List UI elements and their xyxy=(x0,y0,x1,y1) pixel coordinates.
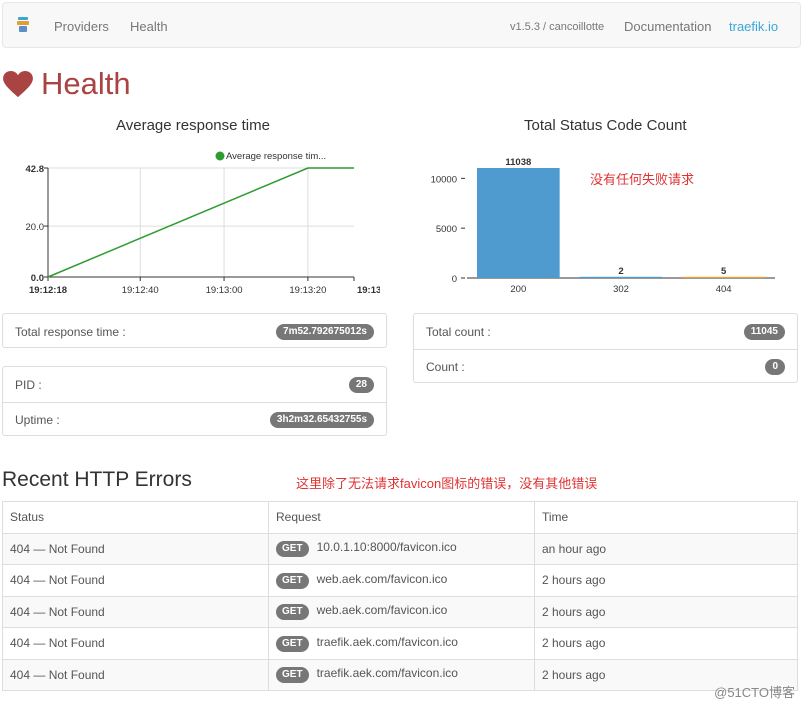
top-navbar: Providers Health v1.5.3 / cancoillotte D… xyxy=(2,2,801,48)
response-time-series-line xyxy=(47,167,354,278)
table-row: 404 — Not Found GET traefik.aek.com/favic… xyxy=(2,658,798,691)
x-tick-label: 19:12:40 xyxy=(122,285,159,296)
errors-table: Status Request Time 404 — Not Found GET 1… xyxy=(2,501,798,691)
heart-icon xyxy=(3,70,33,97)
stat-badge: 3h2m32.65432755s xyxy=(269,412,374,428)
status-chart-title: Total Status Code Count xyxy=(524,117,687,134)
time-cell: 2 hours ago xyxy=(534,627,798,660)
status-cell: 404 — Not Found xyxy=(2,595,269,628)
request-url: web.aek.com/favicon.ico xyxy=(316,603,448,618)
stat-row: Total count : 11045 xyxy=(414,314,797,349)
stat-row: PID : 28 xyxy=(3,367,386,402)
page-title-text: Health xyxy=(41,66,131,101)
time-cell: 2 hours ago xyxy=(534,658,798,691)
column-header-time[interactable]: Time xyxy=(534,501,798,534)
nav-traefik-io-link[interactable]: traefik.io xyxy=(729,19,779,34)
chart-annotation: 没有任何失败请求 xyxy=(590,172,694,187)
errors-section-title: Recent HTTP Errors xyxy=(2,468,192,491)
y-tick-label: 0 xyxy=(452,274,457,285)
request-cell: GET 10.0.1.10:8000/favicon.ico xyxy=(268,532,535,565)
status-cell: 404 — Not Found xyxy=(2,627,269,660)
stat-label: Total count : xyxy=(426,324,491,339)
request-url: traefik.aek.com/favicon.ico xyxy=(316,634,458,649)
method-badge: GET xyxy=(276,604,309,621)
stat-label: PID : xyxy=(15,377,42,392)
table-row: 404 — Not Found GET web.aek.com/favicon.i… xyxy=(2,595,798,628)
legend-label: Average response tim... xyxy=(226,151,326,162)
method-badge: GET xyxy=(276,572,309,589)
bar-value-label: 5 xyxy=(721,266,727,277)
process-panel: PID : 28 Uptime : 3h2m32.65432755s xyxy=(2,366,387,436)
request-cell: GET web.aek.com/favicon.ico xyxy=(268,564,535,597)
column-header-status[interactable]: Status xyxy=(2,501,269,534)
column-header-request[interactable]: Request xyxy=(268,501,535,534)
legend-marker-icon xyxy=(215,151,225,161)
response-time-chart: 0.0 20.0 42.8 19:12:18 19:12:40 19:13:00 19:13… xyxy=(26,151,381,296)
response-time-panel: Total response time : 7m52.792675012s xyxy=(2,313,387,348)
request-cell: GET web.aek.com/favicon.ico xyxy=(268,595,535,628)
method-badge: GET xyxy=(276,667,309,684)
y-tick-label: 20.0 xyxy=(26,222,45,233)
stat-row: Uptime : 3h2m32.65432755s xyxy=(3,402,386,437)
table-row: 404 — Not Found GET traefik.aek.com/favic… xyxy=(2,627,798,660)
y-tick-label: 42.8 xyxy=(26,164,45,175)
traefik-logo-icon[interactable] xyxy=(16,16,30,34)
time-cell: an hour ago xyxy=(534,532,798,565)
bar-200 xyxy=(477,168,560,278)
x-tick-label: 19:12:18 xyxy=(29,285,67,296)
errors-annotation: 这里除了无法请求favicon图标的错误，没有其他错误 xyxy=(296,476,598,491)
stat-badge: 28 xyxy=(348,376,374,393)
stat-badge: 7m52.792675012s xyxy=(276,323,374,340)
status-cell: 404 — Not Found xyxy=(2,564,269,597)
time-cell: 2 hours ago xyxy=(534,595,798,628)
stat-badge: 11045 xyxy=(743,323,785,340)
request-url: 10.0.1.10:8000/favicon.ico xyxy=(316,540,457,555)
response-chart-title: Average response time xyxy=(116,117,270,134)
page-title: Health xyxy=(3,64,131,104)
request-cell: GET traefik.aek.com/favicon.ico xyxy=(268,627,535,660)
status-cell: 404 — Not Found xyxy=(2,658,269,691)
bar-404 xyxy=(682,276,765,278)
method-badge: GET xyxy=(276,541,309,558)
x-tick-label: 19:13:31 xyxy=(357,285,380,296)
stat-row: Total response time : 7m52.792675012s xyxy=(3,314,386,349)
table-header-row: Status Request Time xyxy=(2,501,798,534)
bar-302 xyxy=(579,276,663,278)
time-cell: 2 hours ago xyxy=(534,564,798,597)
stat-label: Count : xyxy=(426,360,465,374)
count-panel: Total count : 11045 Count : 0 xyxy=(413,313,798,383)
stat-label: Uptime : xyxy=(15,413,60,427)
request-cell: GET traefik.aek.com/favicon.ico xyxy=(268,658,535,691)
status-cell: 404 — Not Found xyxy=(2,532,269,565)
x-tick-label: 19:13:00 xyxy=(206,285,243,296)
table-row: 404 — Not Found GET 10.0.1.10:8000/favico… xyxy=(2,532,798,565)
bar-value-label: 2 xyxy=(618,266,623,277)
x-tick-label: 302 xyxy=(613,284,629,295)
request-url: web.aek.com/favicon.ico xyxy=(316,571,448,586)
stat-badge: 0 xyxy=(765,359,785,375)
watermark: @51CTO博客 xyxy=(714,685,795,700)
method-badge: GET xyxy=(276,635,309,652)
version-label: v1.5.3 / cancoillotte xyxy=(510,21,605,33)
status-code-chart: 0 5000 10000 11038 200 2 302 5 404 没有任何失败请求 xyxy=(431,157,775,295)
y-tick-label: 0.0 xyxy=(31,273,44,284)
x-tick-label: 200 xyxy=(510,284,526,295)
y-tick-label: 5000 xyxy=(436,224,457,235)
stat-row: Count : 0 xyxy=(414,349,797,384)
bar-value-label: 11038 xyxy=(505,157,531,168)
x-tick-label: 404 xyxy=(716,284,732,295)
table-row: 404 — Not Found GET web.aek.com/favicon.i… xyxy=(2,564,798,597)
nav-providers-link[interactable]: Providers xyxy=(54,19,109,34)
stat-label: Total response time : xyxy=(15,324,126,339)
nav-documentation-link[interactable]: Documentation xyxy=(624,19,712,34)
y-tick-label: 10000 xyxy=(431,174,457,185)
nav-health-link[interactable]: Health xyxy=(130,19,168,34)
x-tick-label: 19:13:20 xyxy=(289,285,326,296)
request-url: traefik.aek.com/favicon.ico xyxy=(316,666,458,681)
